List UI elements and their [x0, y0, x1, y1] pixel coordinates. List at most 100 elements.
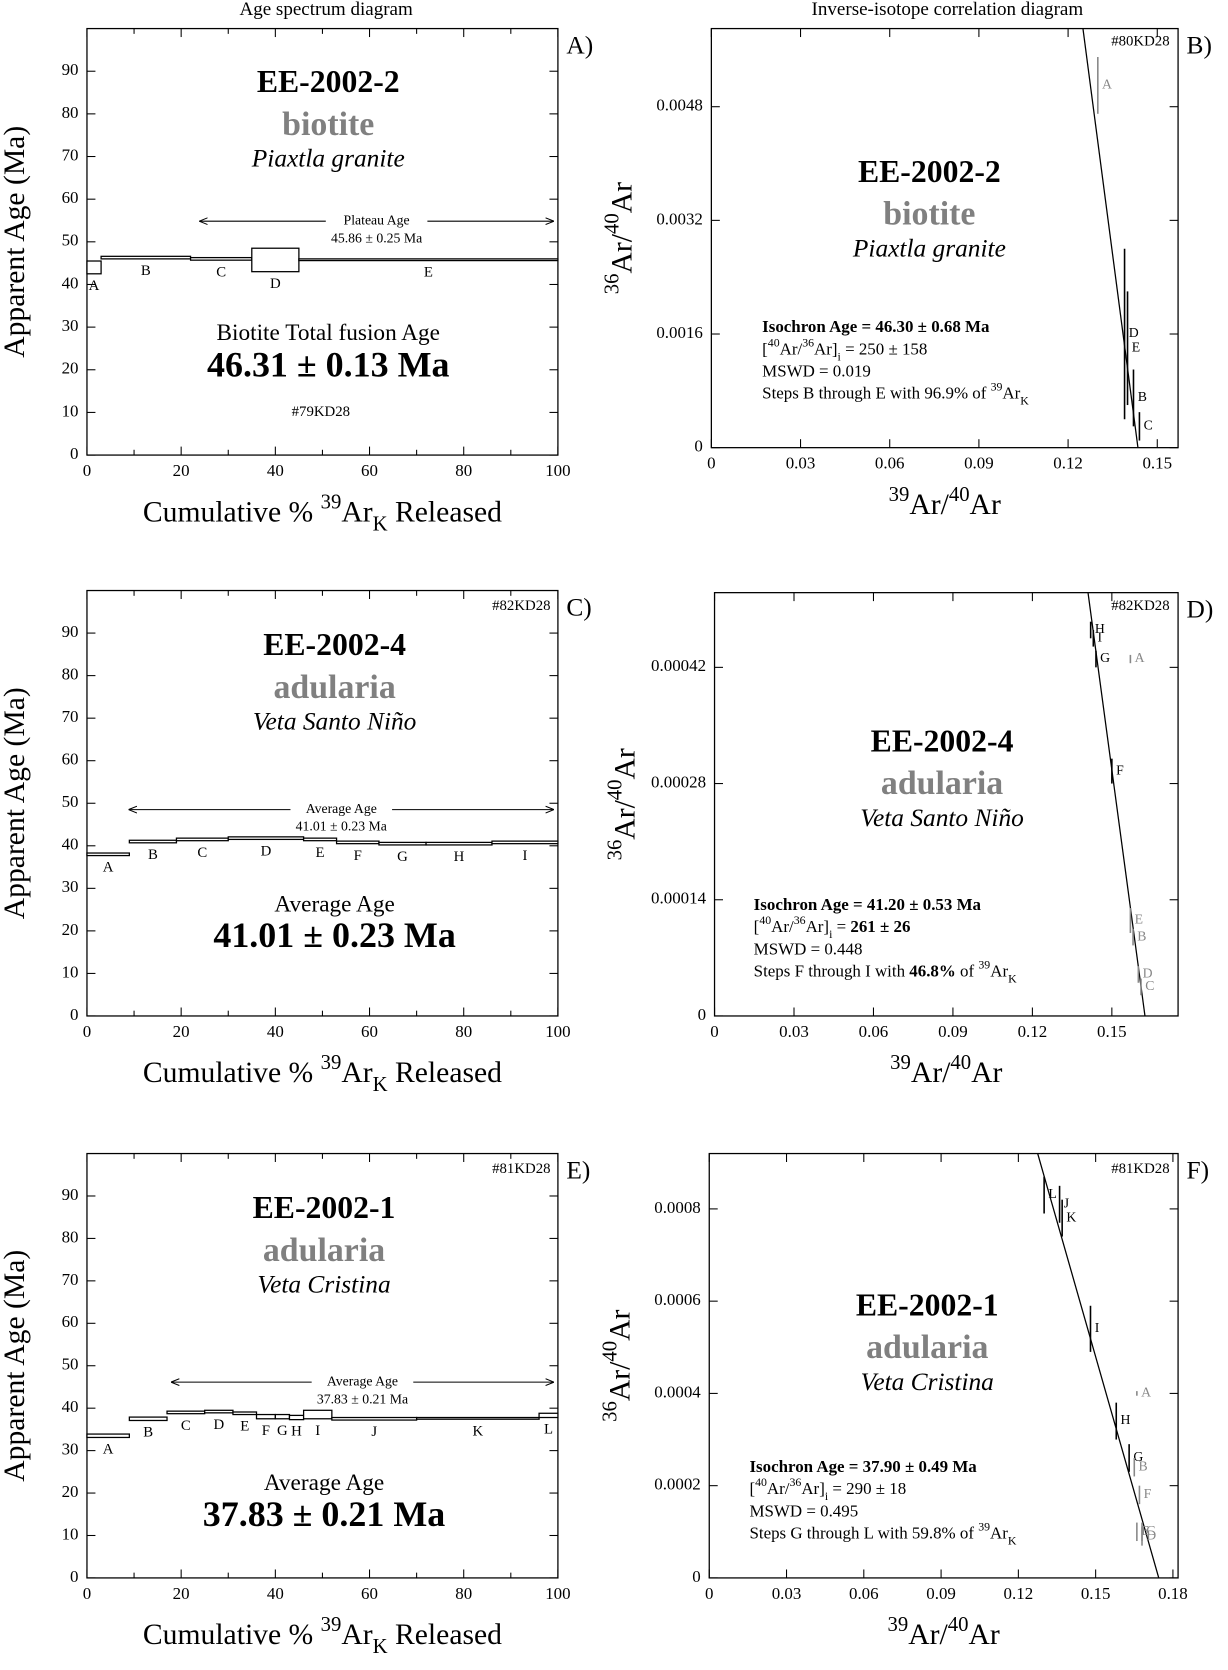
- text-segment: [: [762, 339, 768, 358]
- text-segment: Ar]: [806, 917, 830, 936]
- fit-line: [1082, 28, 1139, 448]
- text-segment: MSWD = 0.495: [749, 1501, 858, 1520]
- text-segment: Ar: [606, 182, 638, 213]
- text-segment: Ar: [971, 1057, 1002, 1089]
- step-box: [415, 1416, 540, 1420]
- step-box: [491, 840, 559, 845]
- step-label: H: [291, 1424, 302, 1440]
- x-tick-label: 0.03: [772, 1584, 802, 1603]
- text-segment: Cumulative %: [143, 1619, 321, 1651]
- text-segment: 39: [321, 1614, 342, 1636]
- step-label: I: [522, 848, 527, 864]
- location: Piaxtla granite: [251, 145, 405, 173]
- text-segment: K: [1020, 393, 1029, 407]
- x-tick-label: 0.06: [875, 453, 905, 472]
- point-label: D: [1129, 325, 1139, 340]
- mineral: adularia: [263, 1232, 385, 1269]
- text-segment: Ar: [990, 961, 1008, 980]
- text-segment: 39: [888, 1614, 909, 1636]
- text-segment: Isochron Age = 46.30 ± 0.68 Ma: [762, 317, 990, 336]
- text-segment: K: [373, 1074, 388, 1096]
- isochron-note: MSWD = 0.448: [754, 939, 863, 958]
- x-tick-label: 0.03: [779, 1022, 809, 1041]
- point-label: B: [1139, 1458, 1148, 1473]
- isochron-note: Steps G through L with 59.8% of 39ArK: [749, 1519, 1016, 1547]
- point-label: E: [1141, 1523, 1149, 1538]
- step-label: C: [181, 1418, 191, 1434]
- text-segment: Ar/: [604, 1361, 636, 1401]
- y-tick-label: 70: [62, 1270, 79, 1289]
- y-tick-label: 20: [62, 359, 79, 378]
- plot-frame: [708, 1152, 1179, 1579]
- text-segment: 40: [948, 1614, 969, 1636]
- y-tick-label: 80: [62, 103, 79, 122]
- step-label: C: [197, 845, 207, 861]
- point-label: G: [1133, 1449, 1143, 1464]
- step-box: [274, 1413, 291, 1420]
- y-tick-label: 80: [62, 1227, 79, 1246]
- x-tick-label: 60: [361, 461, 378, 480]
- x-tick-label: 0.06: [859, 1022, 889, 1041]
- x-tick-label: 0.09: [926, 1584, 956, 1603]
- text-segment: Ar/: [610, 799, 642, 839]
- point-label: A: [1102, 77, 1112, 92]
- x-axis-label: Cumulative % 39ArK Released: [143, 1052, 502, 1096]
- panel-letter: F): [1187, 1156, 1210, 1184]
- text-segment: 36: [601, 274, 623, 295]
- x-tick-label: 40: [267, 1022, 284, 1041]
- mineral: adularia: [866, 1329, 988, 1366]
- text-segment: 39: [978, 1519, 990, 1533]
- text-segment: MSWD = 0.019: [762, 361, 871, 380]
- step-label: L: [544, 1422, 553, 1438]
- step-box: [100, 255, 192, 260]
- step-box: [86, 852, 130, 857]
- point-label: A: [1135, 650, 1145, 665]
- x-tick-label: 0.06: [849, 1584, 879, 1603]
- text-segment: 39: [321, 491, 342, 513]
- plateau-label: Average Age: [306, 801, 377, 816]
- y-tick-label: 0: [70, 1567, 78, 1586]
- x-axis-label: 39Ar/40Ar: [888, 1614, 1000, 1651]
- text-segment: Released: [388, 496, 503, 528]
- step-label: H: [454, 849, 465, 865]
- point-label: B: [1138, 389, 1147, 404]
- fit-line: [1087, 592, 1146, 1017]
- panel-letter: A): [566, 31, 593, 59]
- text-segment: Ar/: [771, 917, 794, 936]
- y-tick-label: 0.0048: [656, 96, 703, 115]
- y-tick-label: 0.00028: [651, 772, 706, 791]
- step-label: D: [270, 276, 281, 292]
- point-label: C: [1144, 418, 1153, 433]
- x-tick-label: 0.15: [1142, 453, 1172, 472]
- result-label: Average Age: [264, 1470, 384, 1496]
- sample-name: EE-2002-2: [858, 154, 1001, 189]
- text-segment: Released: [388, 1619, 503, 1651]
- sample-id: #81KD28: [492, 1161, 550, 1177]
- text-segment: 39: [978, 957, 990, 971]
- column-title: Age spectrum diagram: [239, 0, 413, 20]
- step-box: [204, 1409, 234, 1414]
- y-tick-label: 60: [62, 1312, 79, 1331]
- step-label: F: [354, 848, 362, 864]
- text-segment: 39: [321, 1052, 342, 1074]
- location: Veta Cristina: [257, 1271, 390, 1299]
- text-segment: = 250 ± 158: [841, 339, 928, 358]
- y-tick-label: 40: [62, 1397, 79, 1416]
- sample-id: #80KD28: [1111, 34, 1169, 50]
- y-tick-label: 0.0006: [654, 1290, 701, 1309]
- text-segment: 36: [605, 840, 627, 861]
- y-tick-label: 40: [62, 835, 79, 854]
- text-segment: K: [1008, 971, 1017, 985]
- text-segment: 40: [950, 1052, 971, 1074]
- y-tick-label: 0: [698, 1005, 706, 1024]
- step-box: [302, 837, 338, 842]
- x-axis-label: 39Ar/40Ar: [889, 484, 1001, 521]
- y-tick-label: 90: [62, 60, 79, 79]
- y-tick-label: 0.0002: [654, 1475, 701, 1494]
- mineral: biotite: [282, 106, 374, 143]
- text-segment: K: [373, 1636, 388, 1658]
- step-box: [86, 260, 102, 275]
- sample-name: EE-2002-1: [856, 1287, 999, 1322]
- point-label: H: [1120, 1412, 1130, 1427]
- plot-frame: [710, 27, 1179, 449]
